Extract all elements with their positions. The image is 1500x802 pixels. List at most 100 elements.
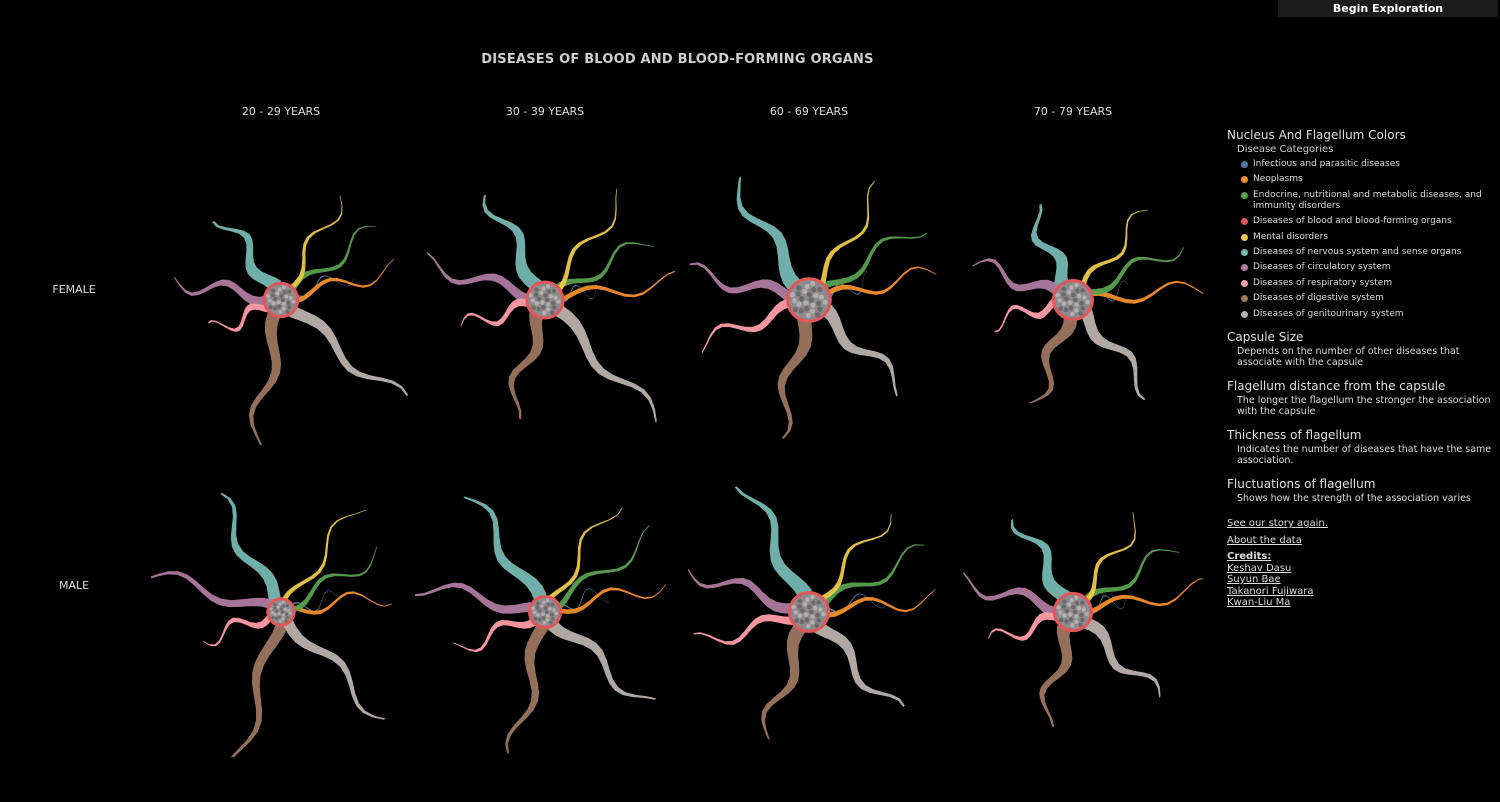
- nucleus-texture: [797, 613, 803, 618]
- category-label: Diseases of genitourinary system: [1253, 308, 1404, 319]
- nucleus-texture: [804, 283, 810, 289]
- flagellum-5: [212, 220, 282, 290]
- nucleus-texture: [289, 611, 292, 615]
- credit-link[interactable]: Suyun Bae: [1227, 574, 1281, 586]
- category-swatch: [1241, 218, 1248, 226]
- category-list: Infectious and parasitic diseases Neoplas…: [1241, 159, 1492, 320]
- nucleus-texture: [1074, 614, 1079, 619]
- flagellum-2: [555, 242, 655, 291]
- capsule-svg: [426, 188, 675, 423]
- flagellum-4: [282, 509, 367, 602]
- capsule-cell[interactable]: [943, 467, 1203, 757]
- nucleus-texture: [531, 305, 536, 311]
- credit-link[interactable]: Takanori Fujiwara: [1227, 585, 1314, 597]
- category-swatch: [1241, 248, 1248, 256]
- nucleus-texture: [546, 302, 551, 307]
- capsule-cell[interactable]: [415, 155, 675, 445]
- nucleus-texture: [283, 607, 287, 611]
- credit-link[interactable]: Kwan-Liu Ma: [1227, 597, 1291, 609]
- nucleus-texture: [1062, 599, 1067, 604]
- flagellum-2: [823, 544, 925, 607]
- flagellum-2: [1087, 246, 1184, 296]
- flagellum-6: [426, 252, 530, 305]
- flagellum-8: [248, 313, 282, 445]
- capsule-svg: [415, 496, 666, 754]
- credit-link[interactable]: Keshav Dasu: [1227, 562, 1292, 574]
- nucleus-texture: [277, 287, 282, 292]
- nucleus-texture: [806, 291, 813, 298]
- category-label: Diseases of respiratory system: [1253, 277, 1393, 288]
- nucleus-texture: [1084, 611, 1090, 617]
- see-story-link[interactable]: See our story again.: [1227, 518, 1328, 530]
- nucleus-texture: [1074, 282, 1079, 288]
- capsule-cell[interactable]: [679, 467, 939, 757]
- nucleus-texture: [1062, 613, 1067, 618]
- nucleus-texture: [552, 608, 556, 612]
- capsule-cell[interactable]: [151, 155, 411, 445]
- nucleus-texture: [814, 623, 820, 628]
- category-item: Endocrine, nutritional and metabolic dis…: [1241, 190, 1492, 212]
- row-label-female: FEMALE: [52, 283, 96, 296]
- flagellum-4: [1084, 512, 1136, 603]
- capsule-cell[interactable]: [151, 467, 411, 757]
- category-item: Diseases of digestive system: [1241, 293, 1492, 304]
- capsule-svg: [151, 492, 392, 757]
- nucleus-texture: [817, 306, 823, 312]
- legend-fluctuation-section: Fluctuations of flagellum Shows how the …: [1227, 477, 1492, 505]
- nucleus-texture: [541, 600, 546, 605]
- flagellum-8: [505, 624, 550, 754]
- category-label: Diseases of blood and blood-forming orga…: [1253, 216, 1452, 227]
- nucleus-texture: [808, 297, 815, 303]
- nucleus-texture: [533, 616, 538, 621]
- flagellum-1: [827, 589, 936, 618]
- nucleus-texture: [1072, 297, 1078, 303]
- nucleus-texture: [551, 305, 557, 310]
- nucleus-texture: [793, 610, 798, 615]
- flagellum-4: [547, 507, 623, 600]
- nucleus-texture: [545, 618, 550, 622]
- nucleus-texture: [277, 612, 281, 616]
- flagellum-9: [822, 304, 898, 397]
- flagellum-4: [556, 188, 617, 292]
- nucleus-texture: [276, 300, 281, 305]
- capsule-cell[interactable]: [415, 467, 675, 757]
- nucleus-texture: [543, 606, 548, 610]
- nucleus-texture: [270, 610, 274, 614]
- nucleus-texture: [813, 605, 818, 611]
- category-label: Endocrine, nutritional and metabolic dis…: [1253, 189, 1482, 211]
- about-data-link[interactable]: About the data: [1227, 534, 1302, 546]
- nucleus-texture: [1066, 290, 1072, 295]
- nucleus-texture: [1078, 622, 1083, 628]
- nucleus-texture: [267, 298, 272, 303]
- nucleus-texture: [1068, 305, 1074, 311]
- nucleus-texture: [541, 616, 546, 620]
- flagellum-6: [415, 582, 533, 614]
- flagellum-4: [819, 181, 875, 287]
- nucleus-texture: [540, 300, 545, 305]
- flagellum-7: [203, 613, 272, 647]
- nucleus-texture: [1061, 286, 1067, 292]
- nucleus-texture: [1082, 295, 1087, 300]
- flagellum-5: [482, 194, 544, 290]
- flagellum-9: [1081, 307, 1146, 401]
- capsule-cell[interactable]: [943, 155, 1203, 445]
- nucleus-texture: [556, 299, 561, 304]
- flagellum-6: [963, 571, 1057, 618]
- nucleus-texture: [803, 612, 809, 617]
- nucleus-texture: [1072, 609, 1078, 615]
- category-swatch: [1241, 310, 1248, 318]
- capsule-cell[interactable]: [679, 155, 939, 445]
- begin-exploration-button[interactable]: Begin Exploration: [1278, 0, 1498, 17]
- nucleus-texture: [796, 285, 802, 291]
- legend-fluctuation-text: Shows how the strength of the associatio…: [1237, 492, 1471, 504]
- nucleus-texture: [1080, 617, 1085, 623]
- nucleus-texture: [796, 301, 802, 307]
- nucleus-texture: [818, 294, 825, 300]
- nucleus-texture: [818, 607, 823, 612]
- nucleus-texture: [1064, 296, 1069, 302]
- flagellum-2: [557, 525, 650, 610]
- nucleus-texture: [1074, 595, 1079, 600]
- flagellum-6: [689, 262, 791, 303]
- flagellum-5: [463, 496, 547, 602]
- nucleus-texture: [266, 293, 270, 298]
